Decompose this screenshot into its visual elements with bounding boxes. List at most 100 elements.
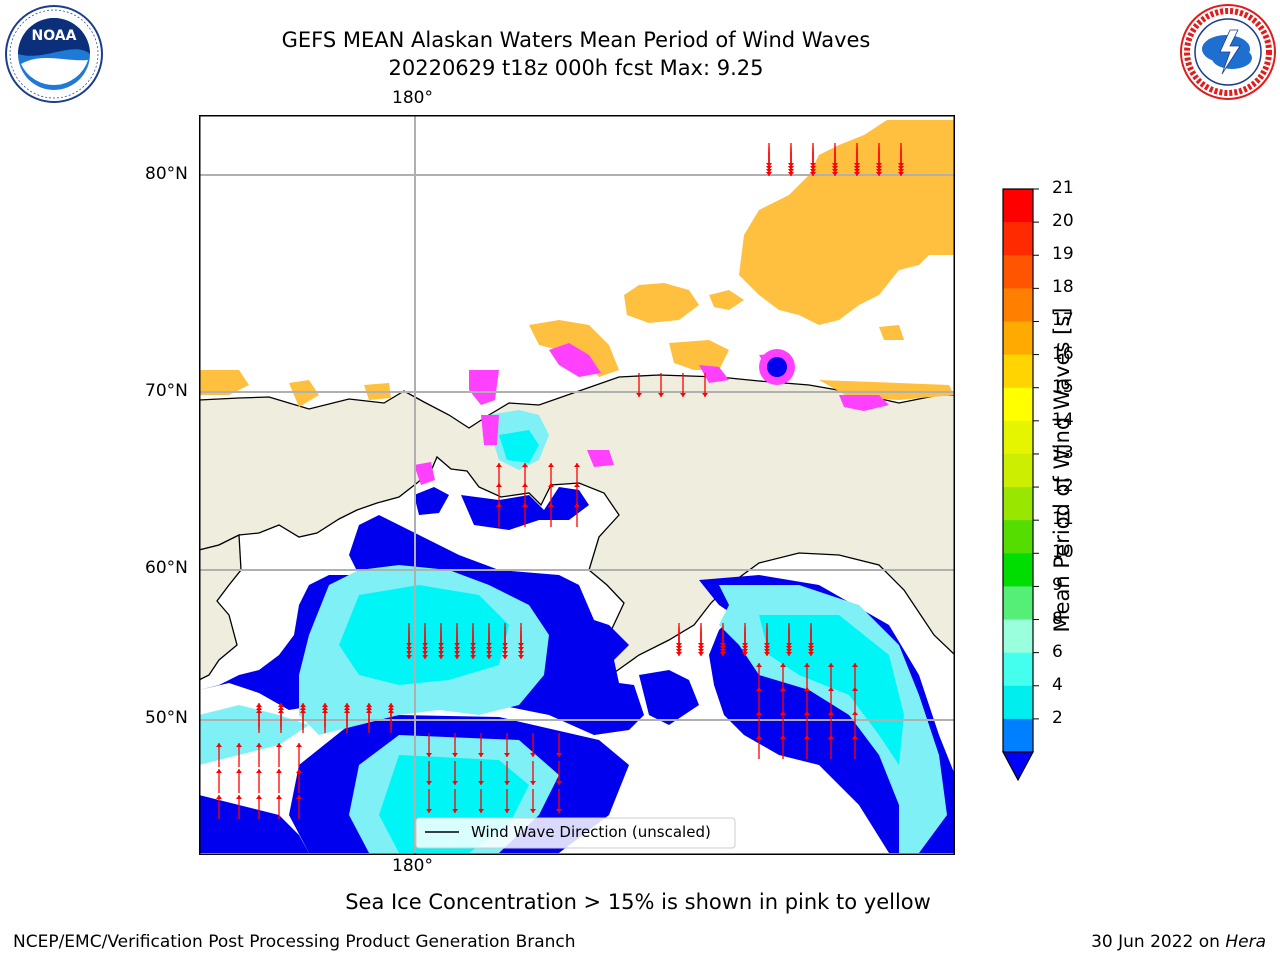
chart-title: GEFS MEAN Alaskan Waters Mean Period of …	[281, 28, 871, 52]
wind-arrow-head	[422, 655, 428, 659]
wind-arrow-head	[522, 503, 528, 507]
wind-arrow-head	[756, 711, 762, 715]
wind-arrow-head	[808, 652, 814, 656]
colorbar-frame	[1002, 188, 1034, 753]
wind-arrow-head	[296, 743, 302, 747]
lon-label-top: 180°	[392, 88, 433, 108]
map-plot: Wind Wave Direction (unscaled)	[199, 115, 955, 855]
colorbar-tick-label: 14	[1052, 409, 1074, 430]
colorbar-level	[1003, 586, 1033, 621]
wind-arrow-head	[322, 703, 328, 707]
colorbar-tick-label: 11	[1052, 509, 1074, 530]
map-frame	[199, 115, 955, 855]
wind-arrow-head	[496, 503, 502, 507]
colorbar-level	[1003, 288, 1033, 322]
colorbar-level	[1003, 354, 1033, 389]
wind-arrow-head	[810, 172, 816, 176]
wind-arrow-head	[478, 809, 484, 813]
wind-arrow-head	[478, 781, 484, 785]
colorbar-level	[1003, 685, 1033, 720]
wind-arrow-head	[548, 503, 554, 507]
wind-arrow-head	[366, 709, 372, 713]
wind-arrow-head	[556, 809, 562, 813]
wind-arrow-head	[680, 393, 686, 397]
footer-right: 30 Jun 2022 on Hera	[1091, 932, 1266, 952]
colorbar-level	[1003, 718, 1033, 753]
wind-arrow-head	[548, 463, 554, 467]
noaa-logo: NOAA	[5, 5, 103, 103]
colorbar-label: Mean Period of Wind Waves [s]	[1050, 307, 1074, 633]
wind-arrow-head	[478, 753, 484, 757]
wind-arrow-head	[852, 735, 858, 739]
lat-label-50: 50°N	[145, 708, 188, 728]
colorbar-tick-label: 13	[1052, 442, 1074, 463]
wind-arrow-head	[828, 687, 834, 691]
map-legend: Wind Wave Direction (unscaled)	[415, 817, 736, 849]
wind-arrow-head	[276, 769, 282, 773]
wind-arrow-head	[780, 663, 786, 667]
wind-arrow-head	[426, 781, 432, 785]
wind-arrow-head	[852, 711, 858, 715]
noaa-logo-text: NOAA	[32, 28, 77, 44]
wind-arrow-head	[256, 703, 262, 707]
wind-arrow-head	[804, 711, 810, 715]
wind-arrow-head	[832, 172, 838, 176]
wind-arrow-head	[876, 172, 882, 176]
land-west	[199, 533, 242, 681]
wind-arrow-head	[518, 655, 524, 659]
land-north	[199, 374, 955, 676]
legend-label: Wind Wave Direction (unscaled)	[471, 823, 711, 841]
colorbar-tick-label: 12	[1052, 476, 1074, 497]
wind-arrow-head	[574, 463, 580, 467]
wind-arrow-head	[470, 655, 476, 659]
wind-arrow-head	[702, 393, 708, 397]
wind-arrow-head	[322, 706, 328, 710]
colorbar-level	[1003, 189, 1033, 223]
wind-arrow-head	[852, 663, 858, 667]
wind-arrow-head	[804, 663, 810, 667]
colorbar-level	[1003, 222, 1033, 256]
colorbar-tick-label: 18	[1052, 277, 1074, 298]
wind-arrow-head	[216, 769, 222, 773]
wind-arrow-head	[636, 393, 642, 397]
colorbar-tick-label: 19	[1052, 244, 1074, 265]
wind-arrow-head	[780, 711, 786, 715]
colorbar-tick-label: 8	[1052, 608, 1063, 629]
colorbar-tick-label: 2	[1052, 707, 1063, 728]
wind-arrow-head	[788, 172, 794, 176]
colorbar-level	[1003, 255, 1033, 289]
wind-arrow-head	[276, 795, 282, 799]
wind-arrow-head	[300, 709, 306, 713]
wind-arrow-head	[828, 711, 834, 715]
wind-arrow-head	[522, 483, 528, 487]
wind-arrow-head	[504, 753, 510, 757]
wind-arrow-head	[898, 172, 904, 176]
wind-arrow-head	[278, 706, 284, 710]
wind-arrow-head	[658, 393, 664, 397]
colorbar-tick-label: 15	[1052, 376, 1074, 397]
wind-arrow-head	[256, 709, 262, 713]
colorbar-level	[1003, 420, 1033, 455]
wind-arrow-head	[756, 735, 762, 739]
colorbar-tick-label: 6	[1052, 641, 1063, 662]
wind-arrow-head	[300, 706, 306, 710]
wind-arrow-head	[452, 781, 458, 785]
wind-arrow-head	[698, 652, 704, 656]
wind-arrow-head	[216, 795, 222, 799]
colorbar-tick-label: 20	[1052, 211, 1074, 232]
wind-arrow-head	[452, 809, 458, 813]
colorbar-level	[1003, 520, 1033, 554]
wind-arrow-head	[256, 795, 262, 799]
wind-arrow-head	[530, 753, 536, 757]
wind-arrow-head	[388, 709, 394, 713]
chart-subtitle: 20220629 t18z 000h fcst Max: 9.25	[388, 56, 764, 80]
wind-arrow-head	[278, 709, 284, 713]
wind-arrow-head	[388, 706, 394, 710]
wind-arrow-head	[676, 652, 682, 656]
wind-arrow-head	[256, 743, 262, 747]
wind-arrow-head	[496, 463, 502, 467]
wind-arrow-head	[780, 687, 786, 691]
wind-arrow-head	[236, 795, 242, 799]
colorbar-tick-label: 17	[1052, 310, 1074, 331]
wind-arrow-head	[756, 687, 762, 691]
